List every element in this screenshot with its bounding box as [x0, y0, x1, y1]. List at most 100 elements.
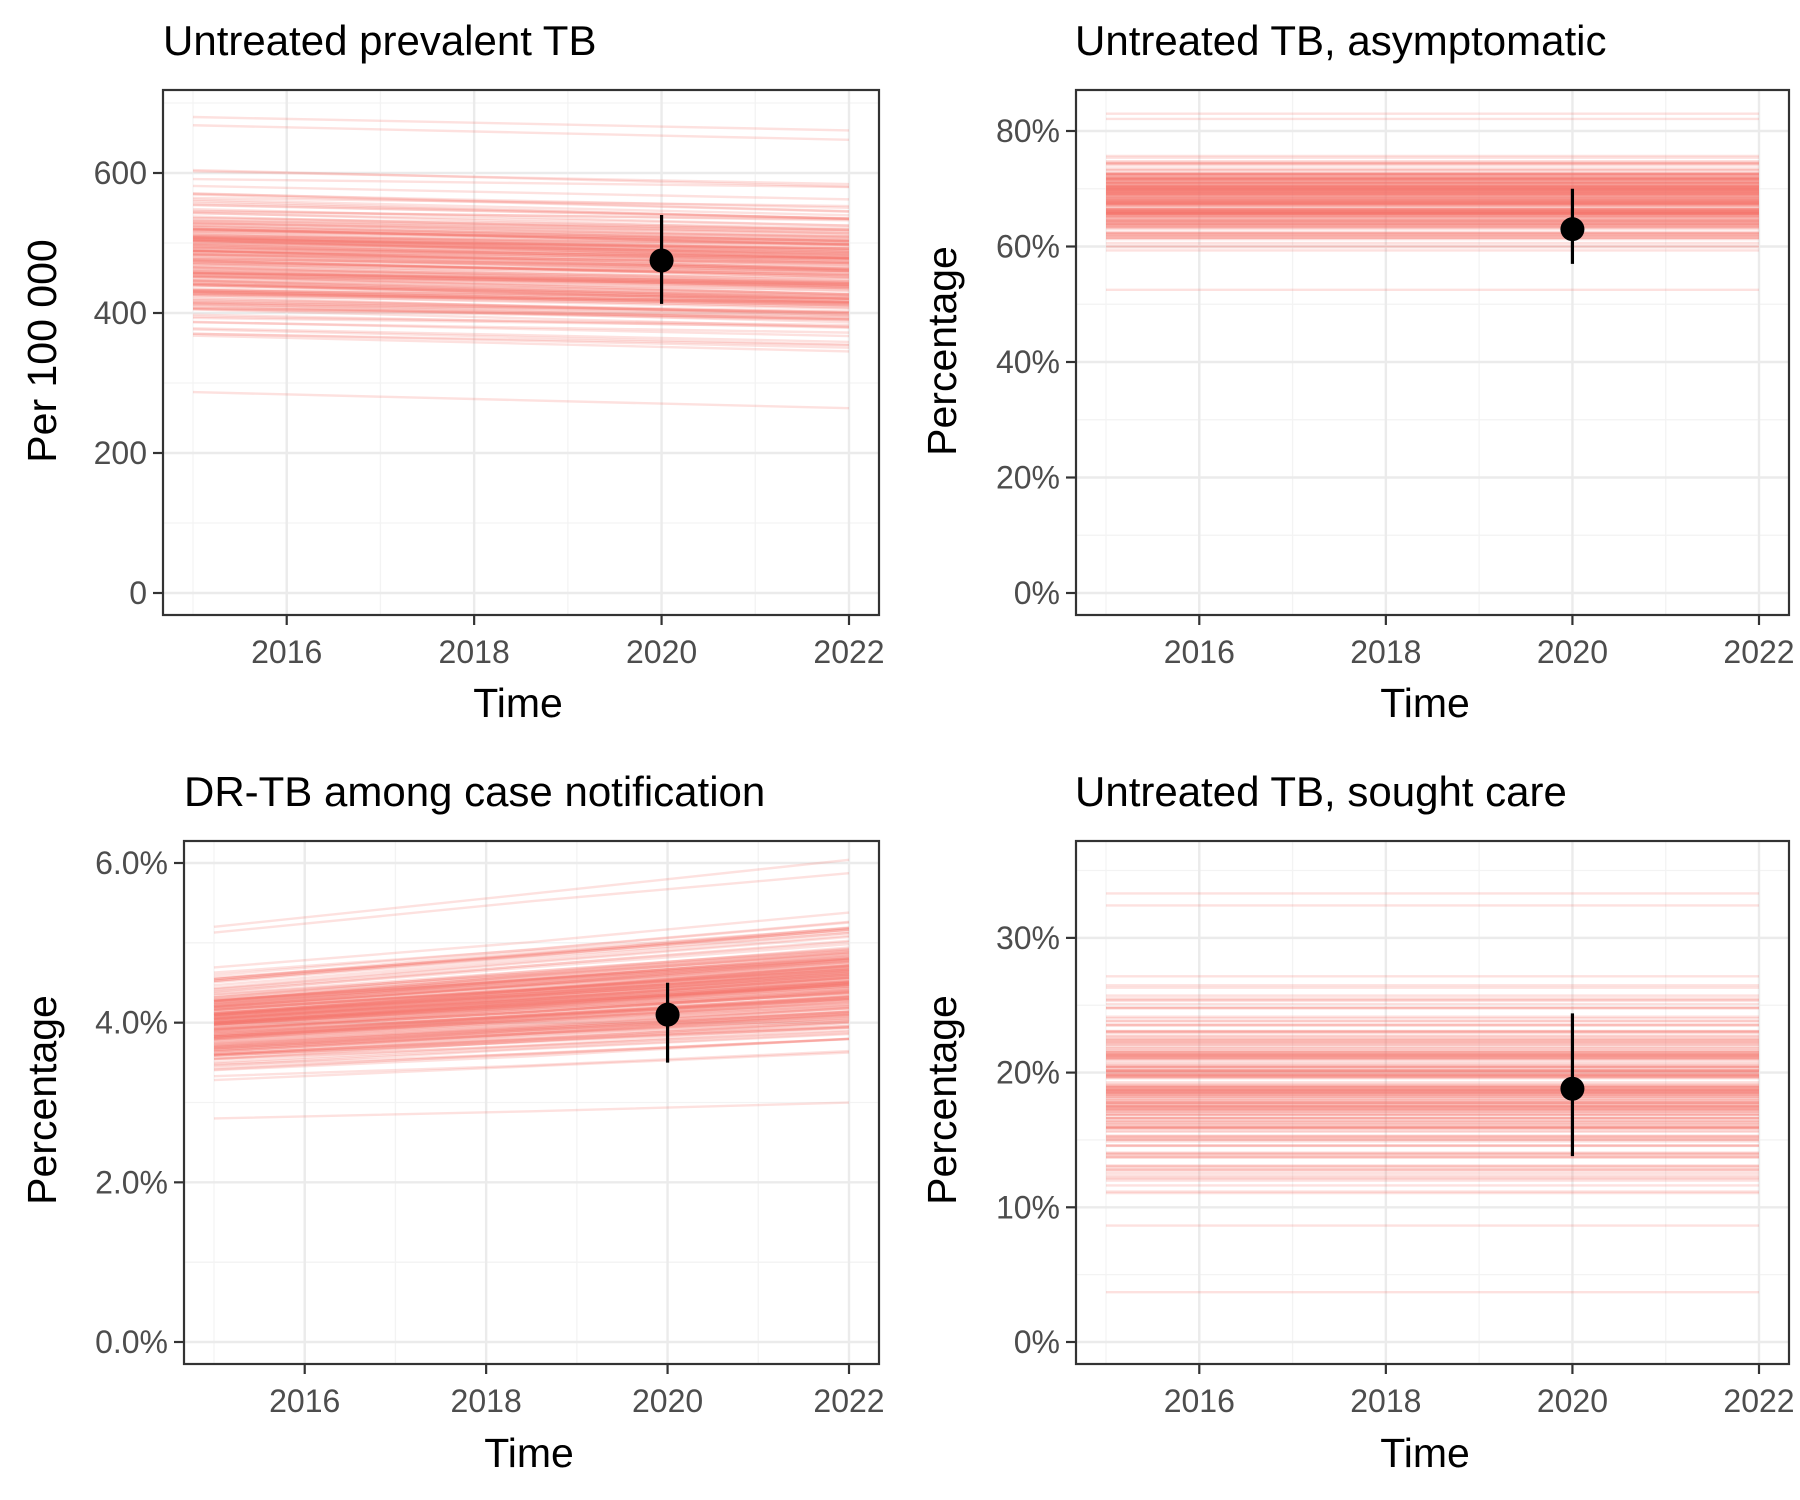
trajectory-line: [213, 977, 850, 1021]
plot-frame: [182, 839, 881, 1366]
trajectory-line: [192, 245, 850, 259]
y-tick-label: 40%: [996, 344, 1060, 380]
trajectory-line: [213, 983, 850, 1023]
trajectory-line: [192, 259, 850, 279]
trajectory-line: [213, 1018, 850, 1056]
trajectory-line: [192, 266, 850, 287]
trajectory-line: [192, 219, 850, 236]
x-tick-label: 2020: [626, 634, 697, 670]
trajectory-line: [192, 302, 850, 319]
trajectory-line: [213, 926, 850, 981]
trajectory-line: [192, 236, 850, 252]
trajectory-line: [192, 279, 850, 295]
trajectory-line: [213, 957, 850, 1006]
trajectory-line: [213, 971, 850, 1018]
trajectory-line: [213, 911, 850, 969]
trajectory-line: [213, 1026, 850, 1060]
trajectory-line: [213, 970, 850, 1017]
trajectory-line: [213, 983, 850, 1024]
trajectory-line: [213, 969, 850, 1016]
trajectory-line: [213, 981, 850, 1025]
trajectory-line: [213, 957, 850, 1003]
trajectory-line: [192, 253, 850, 271]
trajectory-line: [213, 954, 850, 1006]
trajectory-line: [213, 980, 850, 1025]
trajectory-line: [192, 258, 850, 273]
trajectory-line: [213, 958, 850, 1008]
y-tick-label: 0: [129, 575, 147, 611]
trajectory-line: [213, 961, 850, 1009]
trajectory-line: [192, 302, 850, 322]
trajectory-line: [213, 1010, 850, 1048]
x-tick-label: 2020: [632, 1383, 703, 1419]
trajectory-line: [213, 950, 850, 1003]
trajectory-line: [213, 971, 850, 1017]
trajectory-line: [213, 1000, 850, 1042]
trajectory-line: [213, 983, 850, 1026]
trajectory-line: [213, 1037, 850, 1067]
trajectory-line: [192, 246, 850, 260]
trajectory-line: [213, 1024, 850, 1060]
trajectory-lines: [192, 115, 850, 410]
trajectory-line: [192, 219, 850, 232]
trajectory-line: [192, 263, 850, 285]
trajectory-line: [213, 1025, 850, 1057]
trajectory-line: [213, 930, 850, 983]
trajectory-line: [213, 948, 850, 996]
trajectory-line: [213, 927, 850, 982]
trajectory-line: [192, 228, 850, 243]
trajectory-line: [213, 989, 850, 1032]
trajectory-line: [192, 257, 850, 273]
trajectory-line: [213, 1001, 850, 1041]
trajectory-line: [213, 958, 850, 1003]
trajectory-line: [192, 256, 850, 273]
trajectory-line: [192, 233, 850, 254]
trajectory-line: [213, 951, 850, 1002]
trajectory-line: [213, 1037, 850, 1072]
trajectory-line: [213, 1013, 850, 1051]
trajectory-line: [192, 236, 850, 248]
trajectory-line: [192, 232, 850, 243]
trajectory-line: [213, 1000, 850, 1038]
trajectory-line: [213, 956, 850, 1002]
plot-frame: [1074, 88, 1791, 617]
trajectory-line: [192, 215, 850, 235]
trajectory-line: [192, 252, 850, 265]
trajectory-line: [192, 275, 850, 286]
trajectory-line: [213, 986, 850, 1028]
trajectory-line: [213, 978, 850, 1021]
trajectory-line: [192, 292, 850, 304]
trajectory-line: [192, 244, 850, 262]
trajectory-line: [192, 321, 850, 334]
trajectory-line: [192, 320, 850, 338]
trajectory-line: [192, 271, 850, 285]
trajectory-line: [192, 305, 850, 321]
trajectory-line: [213, 990, 850, 1031]
trajectory-line: [213, 983, 850, 1028]
trajectory-lines: [1106, 892, 1759, 1294]
y-tick-label: 4.0%: [95, 1005, 168, 1041]
trajectory-line: [192, 252, 850, 272]
trajectory-line: [192, 243, 850, 256]
trajectory-line: [213, 971, 850, 1015]
trajectory-line: [192, 306, 850, 318]
trajectory-line: [213, 982, 850, 1024]
trajectory-line: [192, 269, 850, 287]
trajectory-line: [213, 872, 850, 934]
trajectory-line: [192, 237, 850, 250]
trajectory-line: [192, 239, 850, 260]
trajectory-line: [213, 926, 850, 981]
trajectory-line: [192, 289, 850, 300]
trajectory-line: [213, 995, 850, 1038]
trajectory-line: [192, 115, 850, 132]
trajectory-line: [213, 989, 850, 1030]
trajectory-line: [192, 293, 850, 305]
trajectory-line: [213, 989, 850, 1031]
trajectory-line: [213, 976, 850, 1018]
trajectory-line: [213, 983, 850, 1026]
trajectory-line: [192, 227, 850, 246]
trajectory-line: [213, 980, 850, 1024]
trajectory-line: [213, 965, 850, 1009]
trajectory-line: [192, 254, 850, 271]
trajectory-line: [213, 1037, 850, 1071]
